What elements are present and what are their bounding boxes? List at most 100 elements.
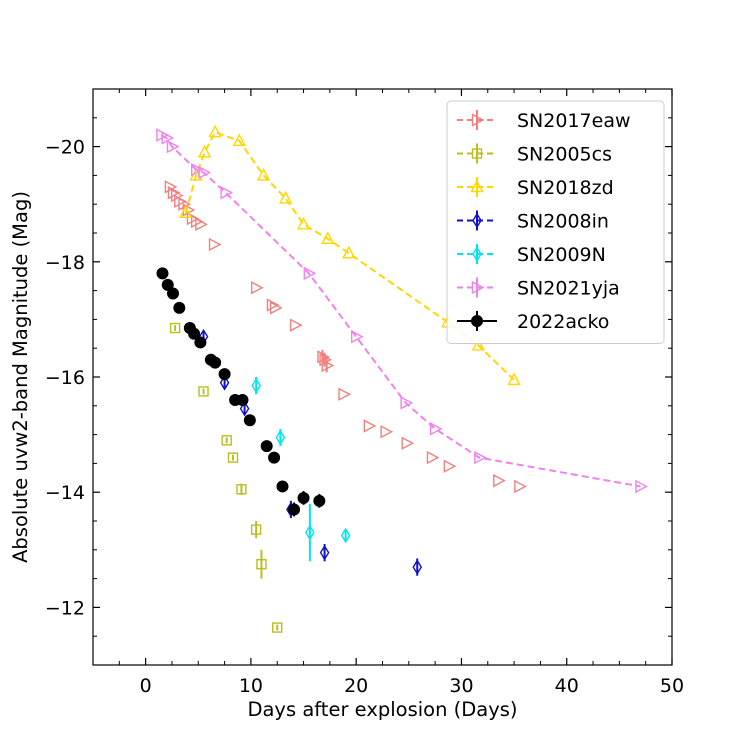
- legend-item: SN2017eaw: [457, 110, 631, 132]
- data-point-sn2018zd: [278, 190, 293, 204]
- data-point-sn2017eaw: [167, 186, 181, 200]
- data-point-sn2018zd: [342, 245, 356, 259]
- data-point-2022acko: [218, 368, 231, 381]
- data-point-2022acko: [243, 414, 256, 427]
- data-point-sn2008in: [319, 544, 330, 561]
- legend-marker: [471, 148, 483, 159]
- data-point-2022acko: [268, 451, 281, 464]
- data-point-2022acko: [194, 336, 207, 349]
- data-point-sn2018zd: [208, 124, 222, 138]
- data-point-sn2017eaw: [266, 298, 280, 312]
- data-point-sn2009n: [251, 377, 261, 394]
- data-point-sn2018zd: [507, 372, 521, 386]
- data-point-sn2018zd: [296, 216, 311, 230]
- data-point-sn2018zd: [256, 167, 271, 181]
- data-point-2022acko: [236, 394, 249, 407]
- series-line-sn2021yja: [160, 134, 641, 488]
- data-point-2022acko: [297, 491, 310, 504]
- data-point-sn2018zd: [321, 231, 335, 244]
- series-sn2005cs: [169, 322, 283, 633]
- data-point-sn2021yja: [303, 266, 317, 280]
- legend-label: SN2017eaw: [517, 110, 631, 132]
- data-point-sn2017eaw: [170, 188, 184, 203]
- legend-label: SN2009N: [517, 244, 606, 266]
- series-sn2009n: [251, 377, 351, 562]
- legend-label: SN2021yja: [517, 278, 620, 300]
- x-tick-label: 20: [344, 675, 368, 697]
- legend-marker: [471, 280, 485, 295]
- data-point-sn2008in: [412, 559, 423, 575]
- legend-marker: [470, 179, 484, 193]
- data-point-sn2005cs: [169, 322, 181, 334]
- legend-item: SN2009N: [457, 244, 606, 266]
- data-point-sn2021yja: [429, 422, 443, 436]
- data-point-sn2017eaw: [380, 425, 394, 439]
- data-point-sn2017eaw: [178, 197, 192, 211]
- data-point-2022acko: [260, 440, 273, 453]
- x-tick-label: 40: [555, 675, 579, 697]
- data-point-sn2009n: [340, 527, 351, 544]
- data-point-sn2018zd: [471, 337, 485, 351]
- data-point-sn2021yja: [635, 479, 648, 494]
- data-point-sn2005cs: [227, 452, 239, 463]
- legend-marker: [472, 246, 482, 262]
- data-point-sn2017eaw: [401, 436, 415, 450]
- legend-item: SN2018zd: [457, 177, 614, 199]
- data-point-sn2017eaw: [208, 237, 222, 252]
- data-point-sn2005cs: [236, 484, 247, 495]
- legend-box: [446, 100, 665, 344]
- x-axis-label: Days after explosion (Days): [247, 698, 517, 721]
- data-point-sn2005cs: [198, 386, 209, 397]
- data-point-sn2005cs: [250, 524, 262, 535]
- data-point-2022acko: [288, 503, 301, 516]
- legend-item: 2022acko: [457, 311, 609, 333]
- data-point-sn2021yja: [166, 139, 180, 154]
- legend-marker: [472, 212, 482, 229]
- data-point-2022acko: [276, 480, 289, 493]
- data-point-2022acko: [313, 494, 326, 507]
- data-point-sn2021yja: [198, 165, 212, 180]
- data-point-sn2017eaw: [317, 350, 331, 364]
- legend-label: 2022acko: [517, 311, 609, 333]
- x-tick-label: 50: [660, 675, 684, 697]
- data-point-sn2017eaw: [338, 387, 352, 401]
- series-sn2021yja: [156, 128, 648, 494]
- data-point-sn2021yja: [190, 162, 204, 177]
- data-point-sn2017eaw: [514, 479, 527, 494]
- data-point-sn2021yja: [220, 186, 234, 200]
- data-point-sn2017eaw: [493, 474, 506, 488]
- data-point-2022acko: [161, 278, 174, 291]
- y-axis-label: Absolute uvw2-band Magnitude (Mag): [9, 191, 32, 563]
- legend: SN2017eaw SN2005cs SN2018zd SN2008in SN2009N…: [446, 100, 665, 344]
- data-point-2022acko: [188, 327, 201, 340]
- legend-label: SN2018zd: [517, 177, 614, 199]
- legend-item: SN2021yja: [457, 277, 620, 300]
- y-tick-label: −12: [45, 597, 85, 619]
- data-point-sn2017eaw: [426, 450, 440, 465]
- data-point-sn2009n: [305, 524, 315, 541]
- x-tick-label: 10: [239, 675, 263, 697]
- series-2022acko: [156, 267, 326, 517]
- data-point-sn2017eaw: [363, 419, 377, 433]
- y-tick-label: −20: [45, 137, 85, 159]
- data-point-sn2017eaw: [269, 301, 283, 315]
- data-point-sn2018zd: [178, 205, 193, 219]
- data-point-sn2005cs: [256, 559, 267, 570]
- x-tick-label: 30: [449, 675, 473, 697]
- data-point-sn2005cs: [272, 622, 283, 633]
- data-point-sn2021yja: [400, 396, 414, 410]
- data-point-2022acko: [209, 356, 222, 369]
- legend-marker: [471, 315, 483, 327]
- data-point-sn2017eaw: [321, 358, 335, 373]
- y-tick-label: −18: [45, 252, 85, 274]
- data-point-sn2009n: [275, 429, 286, 446]
- series-sn2017eaw: [164, 180, 527, 494]
- data-point-sn2018zd: [232, 133, 246, 147]
- legend-item: SN2008in: [457, 210, 609, 233]
- y-tick-label: −14: [45, 482, 85, 504]
- y-tick-label: −16: [45, 367, 85, 389]
- data-point-sn2018zd: [197, 144, 212, 158]
- data-point-sn2017eaw: [443, 459, 457, 473]
- legend-label: SN2008in: [517, 211, 609, 233]
